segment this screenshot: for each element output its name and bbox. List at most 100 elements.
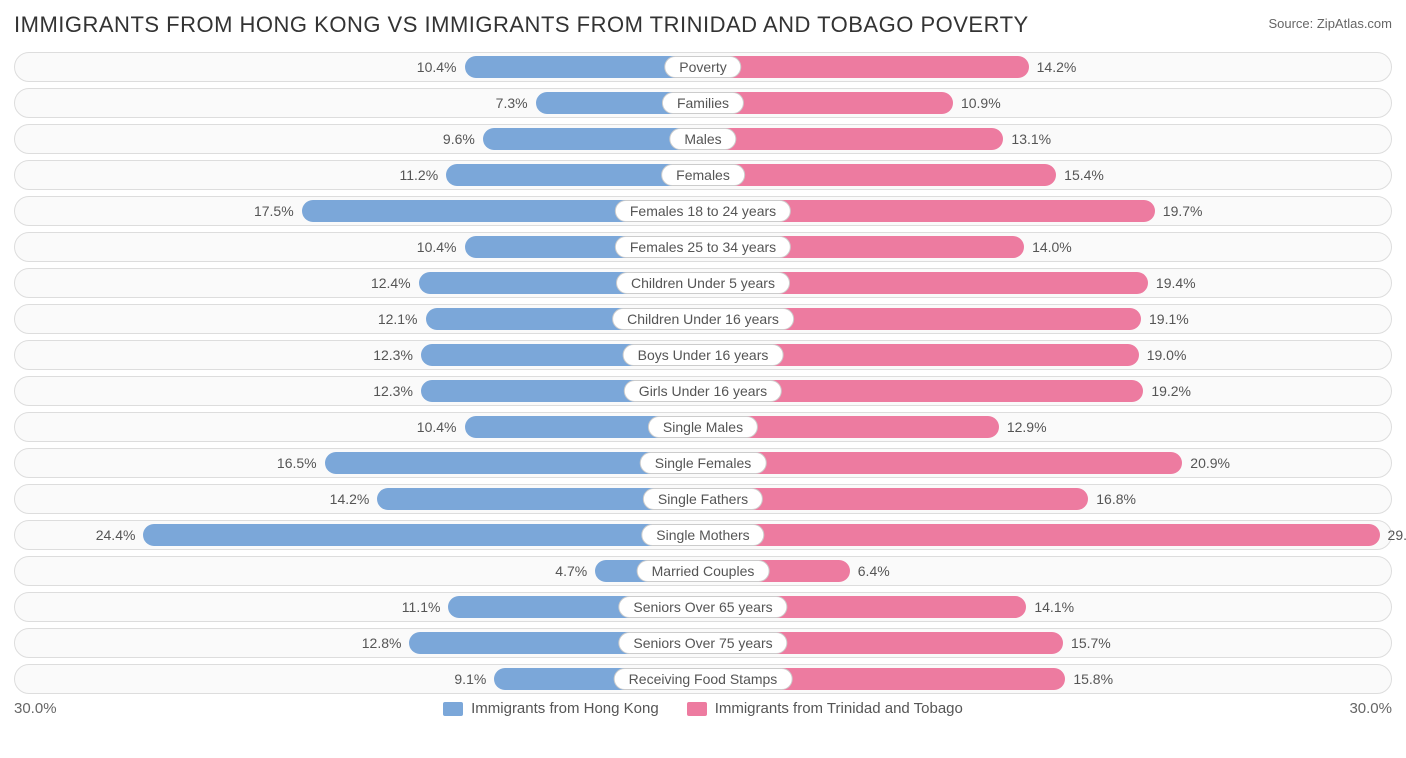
bar-half-left: 4.7% [15,557,703,585]
bar-value-left: 12.3% [373,383,413,399]
bar-half-left: 16.5% [15,449,703,477]
chart-source: Source: ZipAtlas.com [1268,16,1392,31]
bar-half-left: 12.8% [15,629,703,657]
bar-half-right: 13.1% [703,125,1391,153]
bar-half-left: 14.2% [15,485,703,513]
bar-value-right: 15.8% [1073,671,1113,687]
bar-right [703,164,1056,186]
bar-half-left: 11.2% [15,161,703,189]
legend: Immigrants from Hong Kong Immigrants fro… [443,700,963,717]
bar-value-right: 13.1% [1011,131,1051,147]
bar-half-left: 7.3% [15,89,703,117]
bar-value-right: 6.4% [858,563,890,579]
bar-half-right: 20.9% [703,449,1391,477]
bar-value-right: 29.5% [1388,527,1406,543]
bar-value-right: 15.4% [1064,167,1104,183]
bar-row: 10.4%12.9%Single Males [14,412,1392,442]
bar-value-left: 9.6% [443,131,475,147]
bar-right [703,452,1182,474]
bar-half-left: 24.4% [15,521,703,549]
bar-value-left: 17.5% [254,203,294,219]
bar-half-right: 14.2% [703,53,1391,81]
bar-half-right: 19.4% [703,269,1391,297]
bar-row: 12.1% 19.1%Children Under 16 years [14,304,1392,334]
bar-half-right: 19.2% [703,377,1391,405]
bar-half-right: 10.9% [703,89,1391,117]
bar-half-left: 12.4% [15,269,703,297]
bar-value-left: 14.2% [330,491,370,507]
legend-right-label: Immigrants from Trinidad and Tobago [715,700,963,717]
bar-value-left: 11.2% [399,167,438,183]
category-label: Families [662,92,744,114]
bar-half-right: 6.4% [703,557,1391,585]
bar-row: 10.4%14.2%Poverty [14,52,1392,82]
category-label: Seniors Over 65 years [618,596,787,618]
bar-row: 12.3% 19.2% Girls Under 16 years [14,376,1392,406]
bar-value-left: 12.1% [378,311,418,327]
category-label: Males [669,128,736,150]
bar-right [703,524,1380,546]
bar-value-left: 16.5% [277,455,317,471]
bar-value-left: 24.4% [96,527,136,543]
bar-left [143,524,703,546]
category-label: Receiving Food Stamps [614,668,793,690]
bar-value-right: 14.1% [1034,599,1074,615]
bar-value-left: 4.7% [555,563,587,579]
bar-half-left: 10.4% [15,233,703,261]
category-label: Single Males [648,416,758,438]
bar-row: 17.5% 19.7%Females 18 to 24 years [14,196,1392,226]
bar-row: 9.1% 15.8% Receiving Food Stamps [14,664,1392,694]
bar-half-left: 12.3% [15,377,703,405]
bar-row: 4.7% 6.4% Married Couples [14,556,1392,586]
bar-value-left: 10.4% [417,59,457,75]
axis-max-right: 30.0% [1349,700,1392,717]
bar-value-left: 7.3% [496,95,528,111]
bar-value-right: 19.2% [1151,383,1191,399]
legend-left-label: Immigrants from Hong Kong [471,700,659,717]
chart-header: IMMIGRANTS FROM HONG KONG VS IMMIGRANTS … [14,12,1392,38]
bar-row: 12.8%15.7%Seniors Over 75 years [14,628,1392,658]
category-label: Children Under 5 years [616,272,790,294]
chart-title: IMMIGRANTS FROM HONG KONG VS IMMIGRANTS … [14,12,1029,38]
bar-row: 11.2% 15.4% Females [14,160,1392,190]
bar-half-left: 9.6% [15,125,703,153]
bar-half-left: 17.5% [15,197,703,225]
bar-value-left: 10.4% [417,419,457,435]
bar-value-right: 14.0% [1032,239,1072,255]
bar-half-left: 10.4% [15,53,703,81]
bar-half-left: 12.1% [15,305,703,333]
category-label: Females 18 to 24 years [615,200,791,222]
bar-value-right: 14.2% [1037,59,1077,75]
bar-value-left: 12.4% [371,275,411,291]
bar-half-right: 19.7% [703,197,1391,225]
legend-item-left: Immigrants from Hong Kong [443,700,659,717]
category-label: Females 25 to 34 years [615,236,791,258]
bar-half-right: 19.1% [703,305,1391,333]
bar-value-left: 10.4% [417,239,457,255]
bar-row: 14.2%16.8%Single Fathers [14,484,1392,514]
bar-half-left: 10.4% [15,413,703,441]
bar-value-right: 20.9% [1190,455,1230,471]
bar-row: 10.4% 14.0% Females 25 to 34 years [14,232,1392,262]
diverging-bar-chart: 10.4%14.2%Poverty7.3%10.9%Families9.6%13… [14,52,1392,694]
bar-value-right: 10.9% [961,95,1001,111]
category-label: Single Females [640,452,767,474]
bar-half-right: 29.5% [703,521,1391,549]
category-label: Married Couples [637,560,770,582]
bar-value-left: 9.1% [454,671,486,687]
chart-footer: 30.0% Immigrants from Hong Kong Immigran… [14,700,1392,717]
source-name: ZipAtlas.com [1317,16,1392,31]
bar-row: 12.3%19.0%Boys Under 16 years [14,340,1392,370]
bar-row: 12.4% 19.4%Children Under 5 years [14,268,1392,298]
bar-half-right: 15.8% [703,665,1391,693]
bar-right [703,128,1003,150]
category-label: Girls Under 16 years [624,380,782,402]
category-label: Children Under 16 years [612,308,794,330]
category-label: Females [661,164,745,186]
bar-right [703,56,1029,78]
bar-half-right: 15.7% [703,629,1391,657]
bar-value-right: 19.0% [1147,347,1187,363]
bar-half-left: 11.1% [15,593,703,621]
bar-row: 24.4%29.5%Single Mothers [14,520,1392,550]
category-label: Single Fathers [643,488,763,510]
